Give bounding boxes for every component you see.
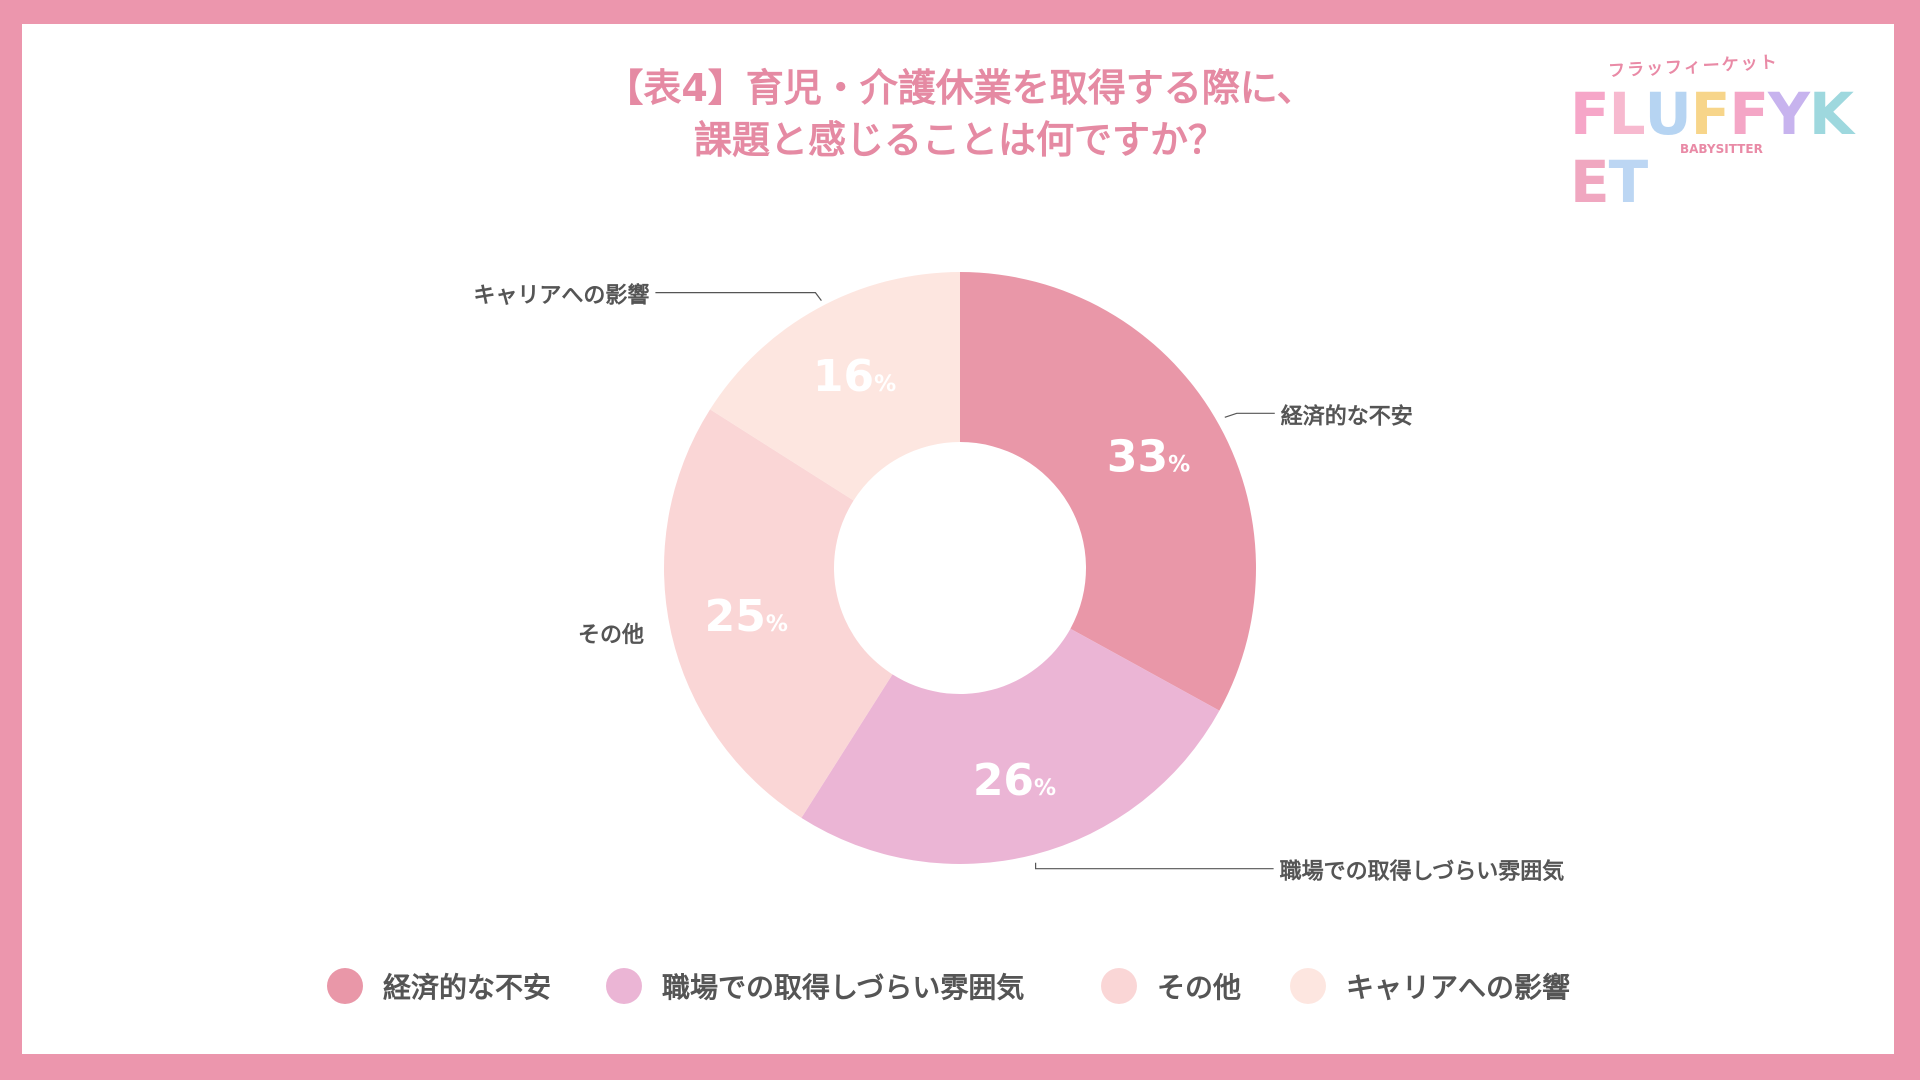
logo-letter: E [1570,148,1610,216]
chart-card [22,24,1894,1054]
slice-callout-label: キャリアへの影響 [473,283,649,309]
legend-swatch [606,968,642,1004]
fluffyket-logo: フラッフィーケット FLUFFYKET BABYSITTER [1570,52,1880,216]
slice-value-label: 16% [813,351,896,402]
legend-swatch [1290,968,1326,1004]
logo-letter: T [1608,148,1649,216]
slice-value-label: 26% [973,755,1056,806]
chart-title: 【表4】育児・介護休業を取得する際に、 課題と感じることは何ですか？ [0,62,1920,166]
logo-letter: U [1644,80,1692,148]
legend-swatch [327,968,363,1004]
legend-label: キャリアへの影響 [1346,971,1571,1004]
donut-slice-economic-anxiety [960,272,1256,711]
slice-callout-label: 職場での取得しづらい雰囲気 [1280,859,1565,885]
logo-letter: F [1570,80,1610,148]
legend-label: その他 [1157,971,1242,1004]
donut-slice-career-impact [710,272,960,501]
logo-letter: F [1690,80,1731,148]
donut-slice-workplace-atmosphere [801,628,1220,864]
logo-letter: L [1608,80,1646,148]
legend-item: 経済的な不安 [327,964,551,1008]
legend-swatch [1101,968,1137,1004]
leader-line [1035,862,1274,870]
logo-letter: Y [1767,80,1810,148]
leader-line [655,292,822,301]
slice-value-label: 33% [1107,432,1190,483]
leader-line [1224,412,1275,418]
title-line-1: 【表4】育児・介護休業を取得する際に、 [605,66,1315,110]
legend-item: キャリアへの影響 [1290,964,1570,1008]
logo-sub: BABYSITTER [1680,142,1763,156]
logo-letter: F [1729,80,1769,148]
donut-slice-other [664,409,893,818]
legend-label: 職場での取得しづらい雰囲気 [662,971,1025,1004]
slice-callout-label: その他 [578,623,644,648]
title-line-2: 課題と感じることは何ですか？ [693,118,1226,162]
slice-value-label: 25% [705,591,788,642]
logo-letter: K [1808,80,1854,148]
legend-item: その他 [1101,964,1241,1008]
legend-item: 職場での取得しづらい雰囲気 [606,964,1024,1008]
legend-label: 経済的な不安 [383,971,552,1004]
slice-callout-label: 経済的な不安 [1281,403,1413,429]
logo-word: FLUFFYKET [1570,80,1880,216]
